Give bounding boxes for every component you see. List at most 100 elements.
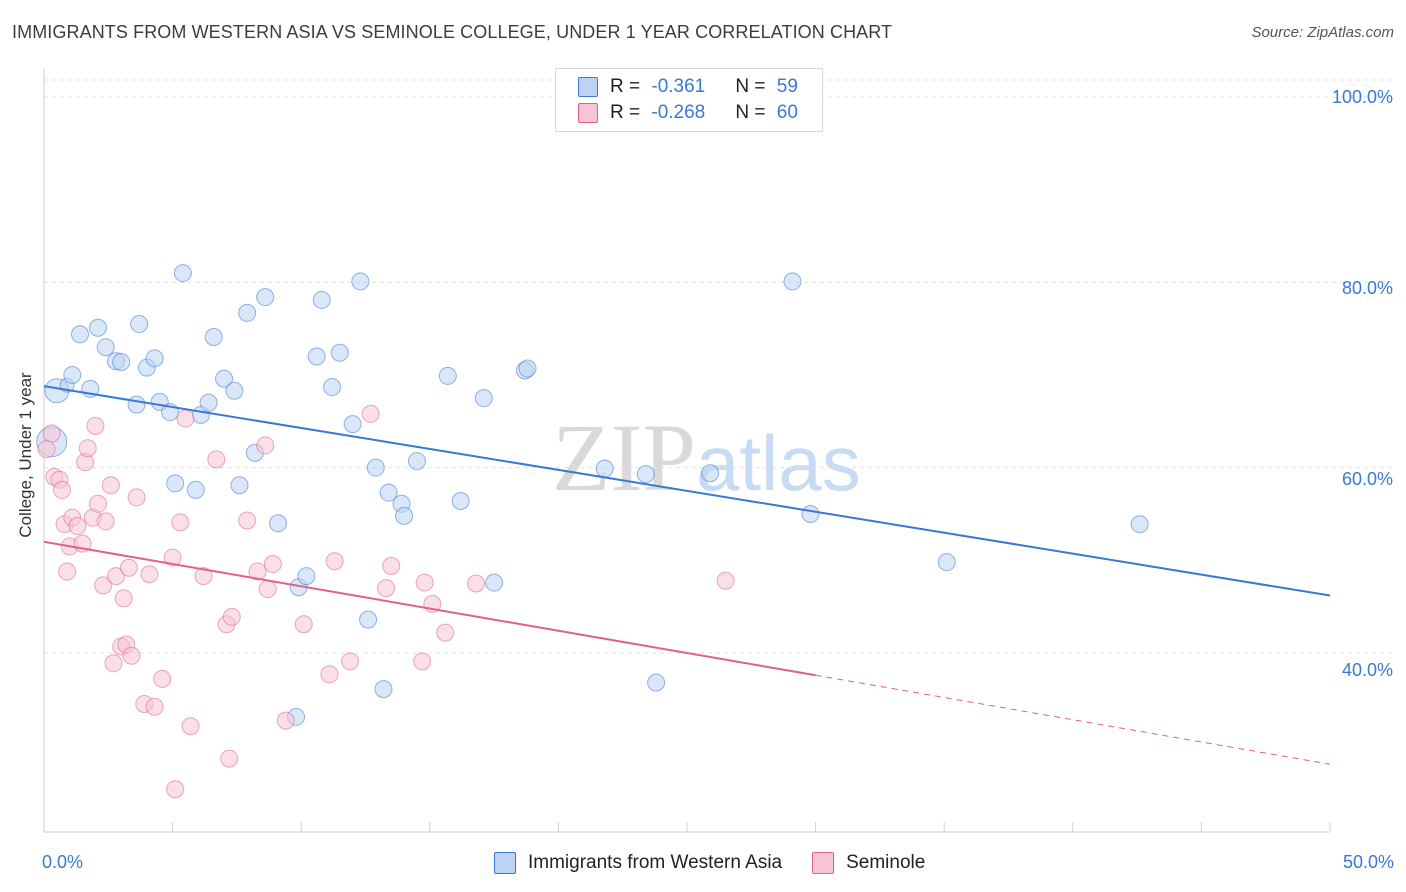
data-point [467,574,486,593]
data-point [474,389,493,408]
data-point [207,450,226,469]
data-point [78,439,97,458]
blue-swatch-icon [494,852,516,874]
data-point [258,580,277,599]
data-point [127,395,146,414]
data-point [937,553,956,572]
y-tick-label-40: 40.0% [1341,660,1393,680]
blue-swatch-icon [578,77,598,97]
legend-n-value: 59 [776,76,798,97]
data-point [119,558,138,577]
legend-r-label: R = [610,102,646,123]
correlation-legend: R = -0.361 N = 59 R = -0.268 N = 60 [555,68,823,132]
x-tick-label-50: 50.0% [1342,852,1394,872]
data-point [783,272,802,291]
legend-r-value: -0.361 [651,76,706,97]
data-point [256,288,275,307]
y-tick-label-100: 100.0% [1331,87,1393,107]
data-point [42,424,61,443]
x-tick-label-0: 0.0% [42,852,84,872]
data-point [269,514,288,533]
data-point [374,680,393,699]
data-point [145,697,164,716]
legend-n-value: 60 [776,102,798,123]
data-point [68,517,87,536]
trend-line [43,540,816,677]
data-point [37,440,56,459]
data-point [194,567,213,586]
data-point [181,717,200,736]
data-point [163,548,182,567]
data-point [415,573,434,592]
data-point [101,476,120,495]
chart-title: IMMIGRANTS FROM WESTERN ASIA VS SEMINOLE… [12,22,893,42]
data-point [89,318,108,337]
data-point [312,290,331,309]
data-point [173,264,192,283]
data-point [1130,515,1149,534]
series-name: Immigrants from Western Asia [528,852,783,873]
axes [43,68,1331,833]
data-point [166,474,185,493]
data-point [377,579,396,598]
y-tick-label-80: 80.0% [1341,278,1393,298]
data-point [379,483,398,502]
data-point [89,494,108,513]
trend-line [43,385,1331,597]
data-point [294,615,313,634]
data-point [104,654,123,673]
data-point [71,325,90,344]
legend-row-blue: R = -0.361 N = 59 [578,75,798,99]
gridlines [44,79,1392,654]
data-point [112,353,131,372]
source-label: Source: ZipAtlas.com [1251,24,1394,41]
data-point [256,436,275,455]
trend-lines [43,385,1331,765]
data-point [307,347,326,366]
legend-row-pink: R = -0.268 N = 60 [578,101,798,125]
watermark-atlas: atlas [696,419,861,507]
data-point [361,404,380,423]
data-point [518,359,537,378]
data-point [647,673,666,692]
data-point [122,646,141,665]
data-point [94,576,113,595]
data-points [36,264,1149,799]
data-point [382,556,401,575]
data-point [53,480,72,499]
series-legend: Immigrants from Western Asia Seminole [494,852,955,874]
data-point [801,505,820,523]
data-point [204,328,223,347]
series-legend-item-blue: Immigrants from Western Asia [494,852,782,874]
data-point [325,552,344,571]
data-point [166,780,185,799]
data-point [238,303,257,322]
data-point [222,607,241,626]
data-point [395,506,414,525]
pink-swatch-icon [578,103,598,123]
data-point [451,492,470,511]
data-point [171,513,190,532]
data-point [366,458,385,477]
data-point [96,512,115,531]
data-point [248,562,267,581]
data-point [436,623,455,642]
data-point [276,711,295,730]
data-point [701,464,720,483]
data-point [438,366,457,385]
legend-n-label: N = [735,102,771,123]
data-point [86,416,105,435]
data-point [359,610,378,629]
data-point [716,571,735,590]
data-point [636,465,655,484]
data-point [199,393,218,412]
data-point [413,652,432,671]
watermark-zip: ZIP [552,404,696,511]
data-point [320,665,339,684]
legend-r-value: -0.268 [651,102,706,123]
data-point [230,476,249,495]
data-point [238,511,257,530]
data-point [127,488,146,507]
series-legend-item-pink: Seminole [812,852,925,874]
